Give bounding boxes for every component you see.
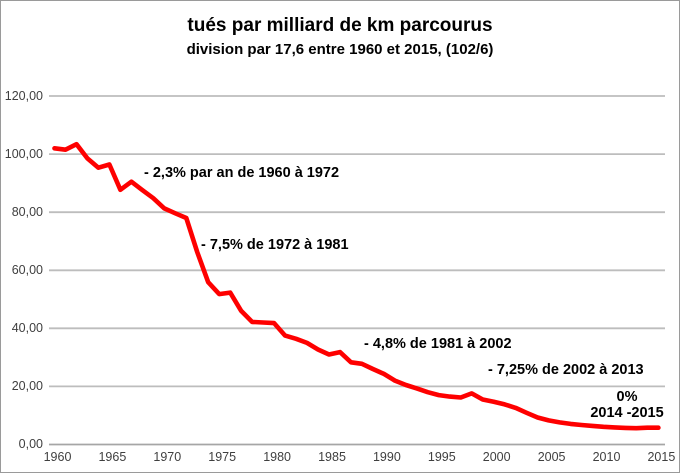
chart-subtitle: division par 17,6 entre 1960 et 2015, (1… xyxy=(186,41,494,58)
x-tick-label: 1970 xyxy=(153,450,182,464)
x-tick-label: 2005 xyxy=(537,450,566,464)
x-tick-label: 1990 xyxy=(372,450,401,464)
annotation-label: - 4,8% de 1981 à 2002 xyxy=(364,336,512,352)
data-series-line xyxy=(52,141,661,431)
x-tick-label: 2000 xyxy=(482,450,511,464)
y-tick-label: 40,00 xyxy=(11,320,43,335)
annotation-label: - 7,25% de 2002 à 2013 xyxy=(488,362,644,378)
x-tick-label: 1995 xyxy=(427,450,456,464)
chart-title: tués par milliard de km parcourus xyxy=(187,15,493,36)
x-tick-label: 2015 xyxy=(647,450,676,464)
y-tick-label: 80,00 xyxy=(11,204,43,219)
annotation-label: - 2,3% par an de 1960 à 1972 xyxy=(144,165,340,181)
annotation-label: 0% 2014 -2015 xyxy=(590,389,664,421)
x-tick-label: 1980 xyxy=(263,450,291,464)
y-tick-label: 60,00 xyxy=(11,262,43,277)
annotation-line: 2014 -2015 xyxy=(590,405,664,421)
x-tick-label: 1985 xyxy=(318,450,346,464)
x-tick-label: 2010 xyxy=(592,450,621,464)
y-tick-label: 100,00 xyxy=(4,146,43,161)
gridlines xyxy=(49,95,665,446)
annotation-line: 0% xyxy=(616,389,638,405)
y-tick-label: 120,00 xyxy=(4,88,43,103)
y-tick-label: 0,00 xyxy=(18,437,43,451)
x-tick-label: 1975 xyxy=(208,450,237,464)
annotation-label: - 7,5% de 1972 à 1981 xyxy=(201,237,349,253)
y-tick-label: 20,00 xyxy=(11,378,43,393)
x-tick-label: 1965 xyxy=(98,450,127,464)
x-tick-label: 1960 xyxy=(43,450,72,464)
